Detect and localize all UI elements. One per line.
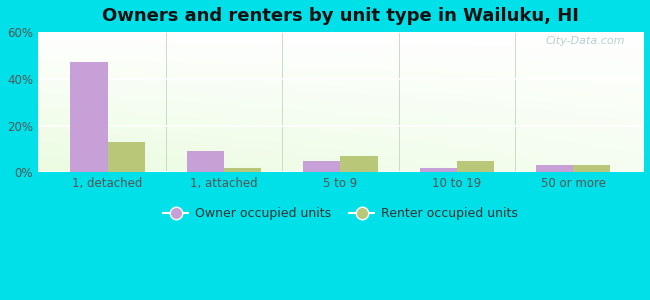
Bar bbox=[303, 160, 341, 172]
Bar bbox=[536, 165, 573, 172]
Legend: Owner occupied units, Renter occupied units: Owner occupied units, Renter occupied un… bbox=[159, 202, 523, 225]
Bar bbox=[341, 156, 378, 172]
Bar bbox=[224, 168, 261, 172]
Bar bbox=[70, 62, 108, 172]
Title: Owners and renters by unit type in Wailuku, HI: Owners and renters by unit type in Wailu… bbox=[102, 7, 579, 25]
Bar bbox=[187, 151, 224, 172]
Text: City-Data.com: City-Data.com bbox=[545, 36, 625, 46]
Bar bbox=[108, 142, 145, 172]
Bar bbox=[457, 160, 494, 172]
Bar bbox=[420, 168, 457, 172]
Bar bbox=[573, 165, 610, 172]
